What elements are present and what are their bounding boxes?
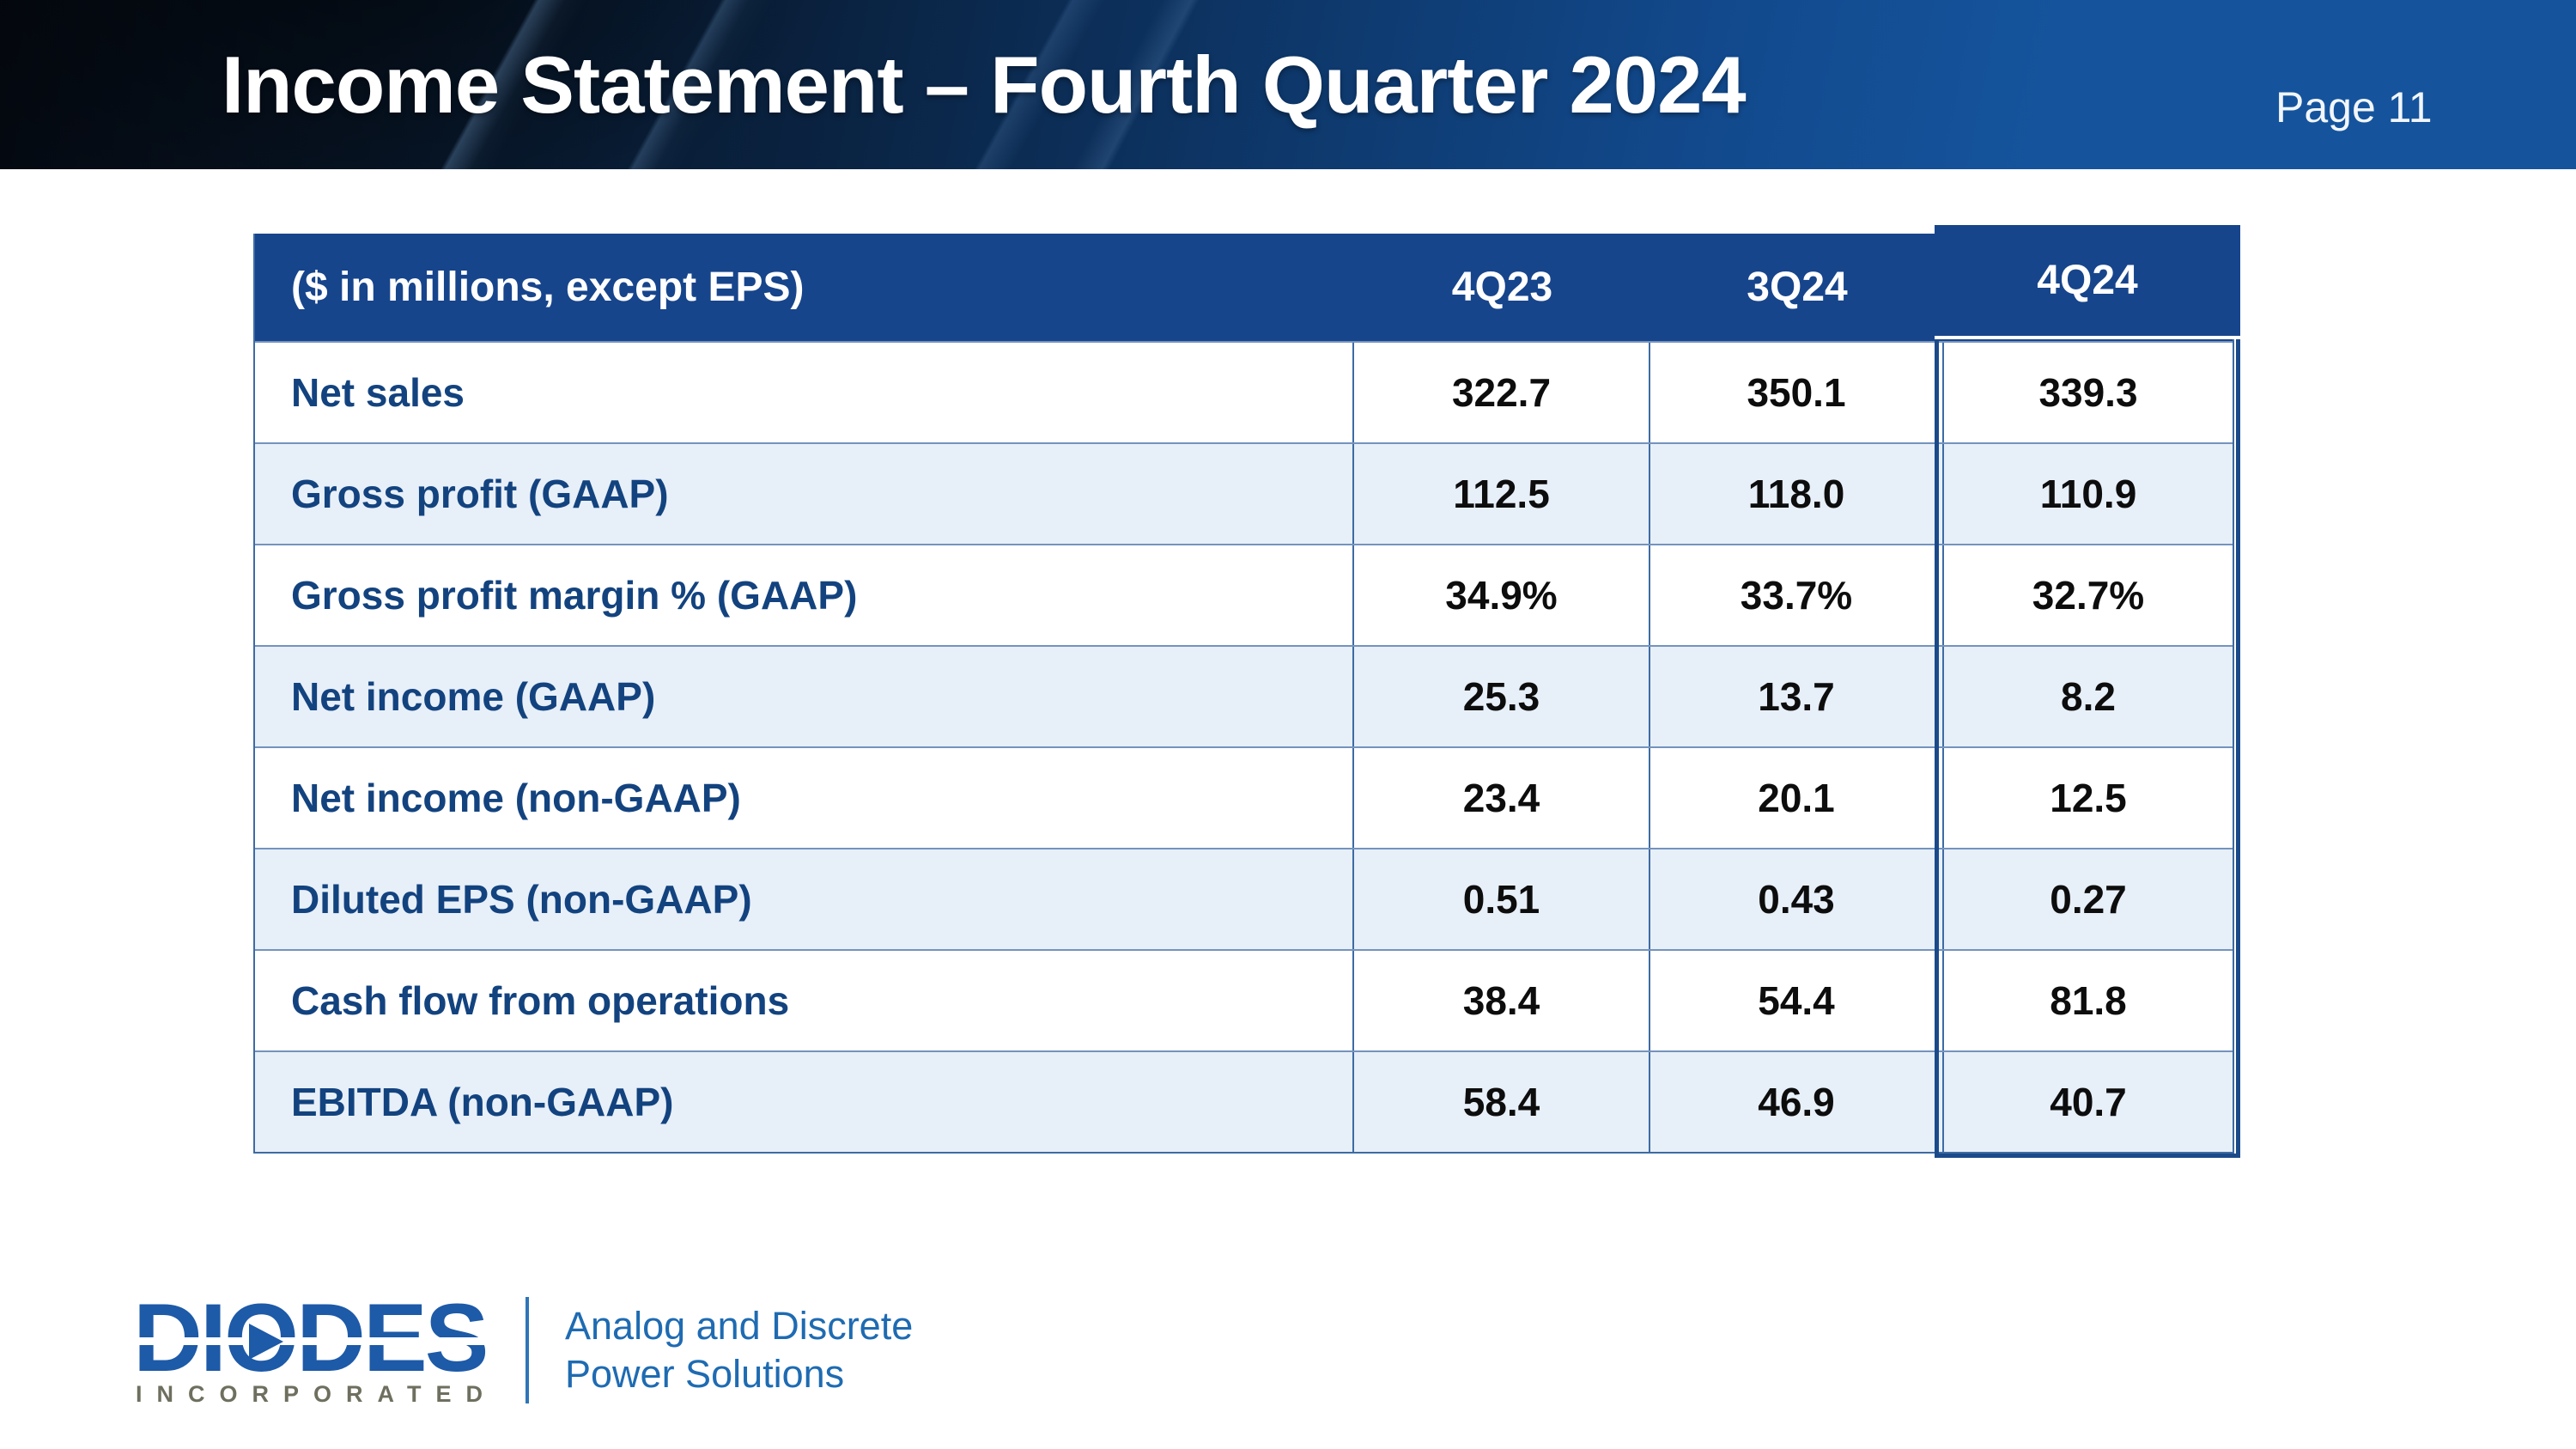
value-cell: 32.7% xyxy=(2032,573,2145,618)
value-cell: 0.51 xyxy=(1354,849,1650,949)
value-cell: 40.7 xyxy=(2050,1080,2127,1124)
row-label: Net sales xyxy=(255,343,1354,442)
table-row: Net sales 322.7 350.1 339.3 xyxy=(255,341,2233,442)
value-cell: 25.3 xyxy=(1354,647,1650,746)
diodes-incorporated-label: INCORPORATED xyxy=(136,1381,498,1407)
tagline-line-1: Analog and Discrete xyxy=(565,1304,914,1348)
table-row: Diluted EPS (non-GAAP) 0.51 0.43 0.27 xyxy=(255,848,2233,949)
header-banner: Income Statement – Fourth Quarter 2024 P… xyxy=(0,0,2576,169)
logo-divider xyxy=(526,1297,529,1403)
row-label: EBITDA (non-GAAP) xyxy=(255,1052,1354,1152)
row-label: Diluted EPS (non-GAAP) xyxy=(255,849,1354,949)
value-cell: 112.5 xyxy=(1354,444,1650,544)
row-label: Net income (non-GAAP) xyxy=(255,748,1354,848)
tagline-line-2: Power Solutions xyxy=(565,1352,845,1396)
value-cell: 58.4 xyxy=(1354,1052,1650,1152)
value-cell: 20.1 xyxy=(1650,748,1944,848)
company-tagline: Analog and Discrete Power Solutions xyxy=(565,1302,913,1398)
value-cell: 8.2 xyxy=(2061,674,2116,719)
row-label: Net income (GAAP) xyxy=(255,647,1354,746)
value-cell: 110.9 xyxy=(2039,472,2137,516)
page-title: Income Statement – Fourth Quarter 2024 xyxy=(222,40,1747,130)
table-row: Net income (GAAP) 25.3 13.7 8.2 xyxy=(255,645,2233,746)
value-cell: 81.8 xyxy=(2050,978,2127,1023)
table-row: Gross profit margin % (GAAP) 34.9% 33.7% 32… xyxy=(255,544,2233,645)
table-row: Net income (non-GAAP) 23.4 20.1 12.5 xyxy=(255,746,2233,848)
value-cell: 13.7 xyxy=(1650,647,1944,746)
row-label: Gross profit margin % (GAAP) xyxy=(255,545,1354,645)
diodes-arrow-icon xyxy=(249,1324,283,1360)
value-cell: 0.27 xyxy=(2050,877,2127,922)
value-cell: 339.3 xyxy=(2038,370,2138,415)
table-row: Gross profit (GAAP) 112.5 118.0 110.9 xyxy=(255,442,2233,544)
table-header-row: ($ in millions, except EPS) 4Q23 3Q24 xyxy=(255,234,2233,341)
row-label: Cash flow from operations xyxy=(255,951,1354,1050)
value-cell: 33.7% xyxy=(1650,545,1944,645)
value-cell: 54.4 xyxy=(1650,951,1944,1050)
value-cell: 118.0 xyxy=(1650,444,1944,544)
value-cell: 12.5 xyxy=(2050,776,2127,820)
diodes-logo-stripe xyxy=(131,1337,514,1345)
table-row: EBITDA (non-GAAP) 58.4 46.9 40.7 xyxy=(255,1050,2233,1152)
value-cell: 322.7 xyxy=(1354,343,1650,442)
page-number: Page 11 xyxy=(2275,83,2433,131)
value-cell: 38.4 xyxy=(1354,951,1650,1050)
table-row: Cash flow from operations 38.4 54.4 81.8 xyxy=(255,949,2233,1050)
value-cell: 46.9 xyxy=(1650,1052,1944,1152)
column-header-3q24: 3Q24 xyxy=(1747,265,1848,310)
value-cell: 0.43 xyxy=(1650,849,1944,949)
column-header-4q23: 4Q23 xyxy=(1451,265,1553,310)
column-header-4q24-under xyxy=(1944,234,2233,341)
value-cell: 350.1 xyxy=(1650,343,1944,442)
value-cell: 34.9% xyxy=(1354,545,1650,645)
table-unit-label: ($ in millions, except EPS) xyxy=(291,265,805,310)
income-statement-table: ($ in millions, except EPS) 4Q23 3Q24 Ne… xyxy=(253,234,2234,1154)
table-body: Net sales 322.7 350.1 339.3 Gross profit (GA… xyxy=(255,341,2233,1152)
value-cell: 23.4 xyxy=(1354,748,1650,848)
row-label: Gross profit (GAAP) xyxy=(255,444,1354,544)
